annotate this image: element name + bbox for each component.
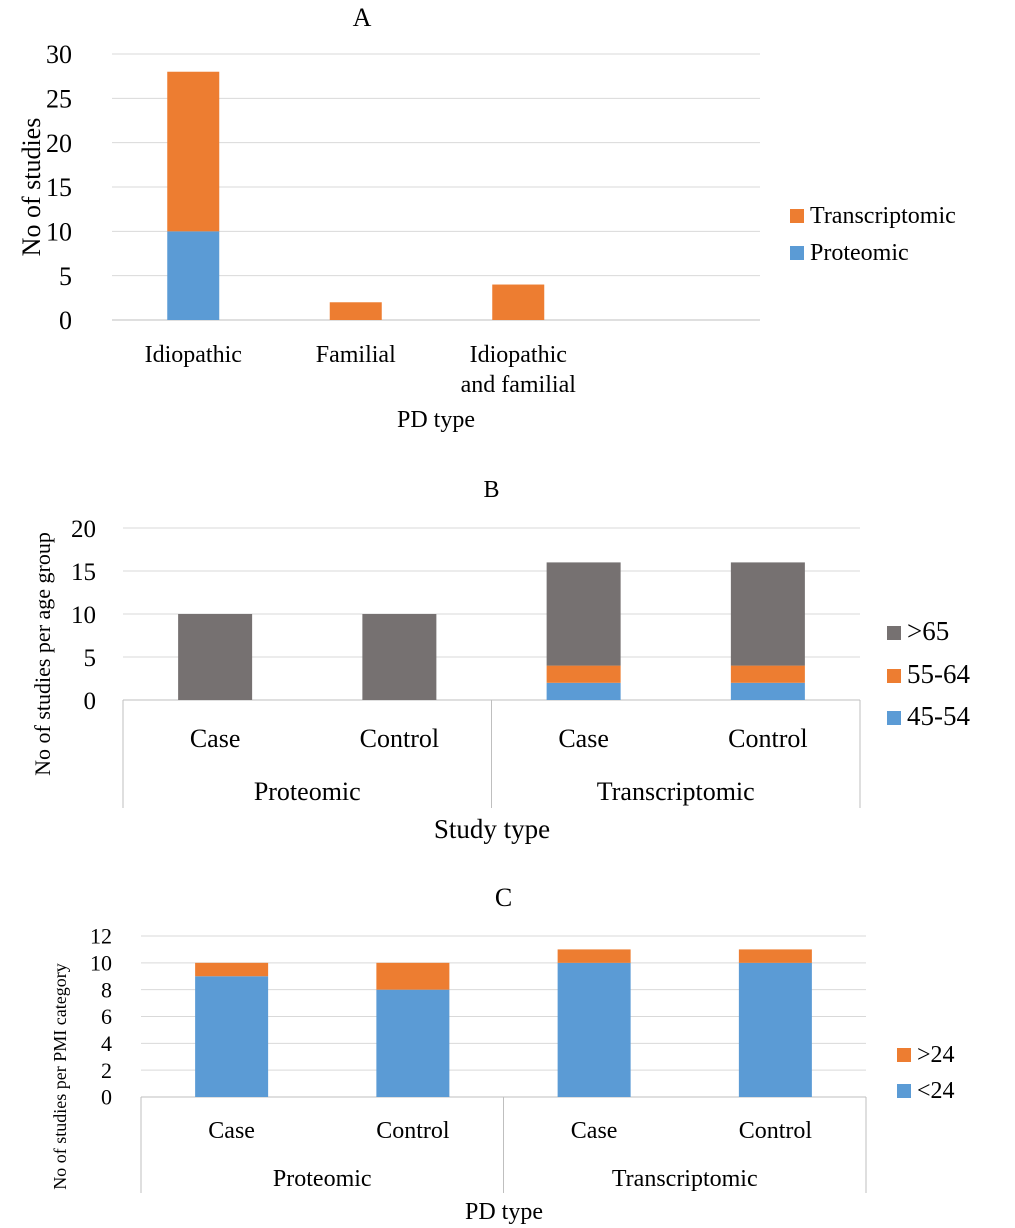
- chart-panel-b: B 0 5 10 15 20 No of studies per age group Case…: [30, 477, 970, 844]
- legend-swatch: [897, 1048, 911, 1062]
- y-tick-label: 5: [84, 645, 97, 672]
- chart-title: B: [483, 477, 499, 503]
- legend-label: >65: [907, 616, 949, 646]
- group-label: Transcriptomic: [597, 777, 755, 806]
- bar-65-3: [546, 562, 621, 666]
- y-tick-label: 10: [46, 217, 72, 246]
- chart-title: A: [353, 3, 372, 32]
- group-label: Proteomic: [273, 1166, 372, 1192]
- group-label: Transcriptomic: [612, 1166, 758, 1192]
- x-axis-title: PD type: [465, 1199, 543, 1225]
- x-tick-label: Idiopathic: [470, 342, 567, 368]
- bar-transcriptomic-1: [167, 71, 220, 232]
- bar-65-2: [362, 614, 437, 700]
- y-tick-label: 30: [46, 40, 72, 69]
- x-tick-label: Idiopathic: [145, 342, 242, 368]
- x-axis-title: PD type: [397, 407, 475, 433]
- x-tick-label: Familial: [316, 342, 396, 368]
- chart-panel-a: A 0 5 10 15 20 25 30 No of studies Idiopathic Fami…: [17, 3, 956, 433]
- y-tick-label: 10: [90, 951, 112, 976]
- bar-65-1: [178, 614, 253, 700]
- x-tick-label: Control: [739, 1118, 813, 1144]
- y-tick-label: 10: [71, 602, 96, 629]
- y-tick-label: 2: [101, 1058, 112, 1083]
- bar-24-2: [376, 962, 450, 990]
- y-tick-label: 15: [71, 559, 96, 586]
- legend-label: 55-64: [907, 659, 970, 689]
- bar-5564-4: [730, 665, 805, 683]
- x-axis-title: Study type: [434, 814, 550, 844]
- legend-swatch: [897, 1084, 911, 1098]
- bar-transcriptomic-2: [329, 302, 382, 320]
- x-tick-label: Case: [208, 1118, 255, 1144]
- y-tick-label: 25: [46, 84, 72, 113]
- y-tick-label: 4: [101, 1031, 112, 1056]
- bar-4554-4: [730, 682, 805, 700]
- y-tick-label: 8: [101, 977, 112, 1002]
- x-tick-label: and familial: [461, 372, 577, 398]
- y-tick-label: 12: [90, 924, 112, 949]
- bar-24-2: [376, 989, 450, 1097]
- bar-24-3: [557, 949, 631, 963]
- bar-4554-3: [546, 682, 621, 700]
- y-tick-label: 20: [46, 129, 72, 158]
- bar-65-4: [730, 562, 805, 666]
- x-tick-label: Case: [190, 724, 241, 753]
- bar-transcriptomic-3: [492, 284, 545, 320]
- legend-label: <24: [917, 1078, 955, 1104]
- x-tick-label: Control: [376, 1118, 450, 1144]
- legend-swatch: [887, 711, 901, 725]
- bar-5564-3: [546, 665, 621, 683]
- y-tick-label: 20: [71, 516, 96, 543]
- bar-24-4: [738, 949, 812, 963]
- legend-label: 45-54: [907, 701, 970, 731]
- legend-swatch: [790, 246, 804, 260]
- legend-swatch: [887, 626, 901, 640]
- legend-label: Proteomic: [810, 240, 909, 266]
- y-tick-label: 5: [59, 262, 72, 291]
- y-axis-title: No of studies per PMI category: [50, 963, 70, 1189]
- bar-24-1: [195, 976, 269, 1097]
- bar-24-1: [195, 962, 269, 977]
- x-tick-label: Case: [571, 1118, 618, 1144]
- bar-proteomic-1: [167, 231, 220, 320]
- legend-swatch: [790, 209, 804, 223]
- legend-swatch: [887, 669, 901, 683]
- x-tick-label: Case: [558, 724, 609, 753]
- bar-24-4: [738, 962, 812, 1097]
- legend-label: >24: [917, 1042, 955, 1068]
- group-label: Proteomic: [254, 777, 361, 806]
- bar-24-3: [557, 962, 631, 1097]
- y-tick-label: 6: [101, 1004, 112, 1029]
- y-axis-title: No of studies per age group: [30, 532, 55, 776]
- y-tick-label: 0: [84, 688, 97, 715]
- y-tick-label: 0: [59, 306, 72, 335]
- y-tick-label: 15: [46, 173, 72, 202]
- x-tick-label: Control: [728, 724, 807, 753]
- x-tick-label: Control: [360, 724, 439, 753]
- y-axis-title: No of studies: [17, 118, 46, 257]
- y-tick-label: 0: [101, 1085, 112, 1110]
- chart-title: C: [495, 883, 512, 912]
- legend-label: Transcriptomic: [810, 203, 956, 229]
